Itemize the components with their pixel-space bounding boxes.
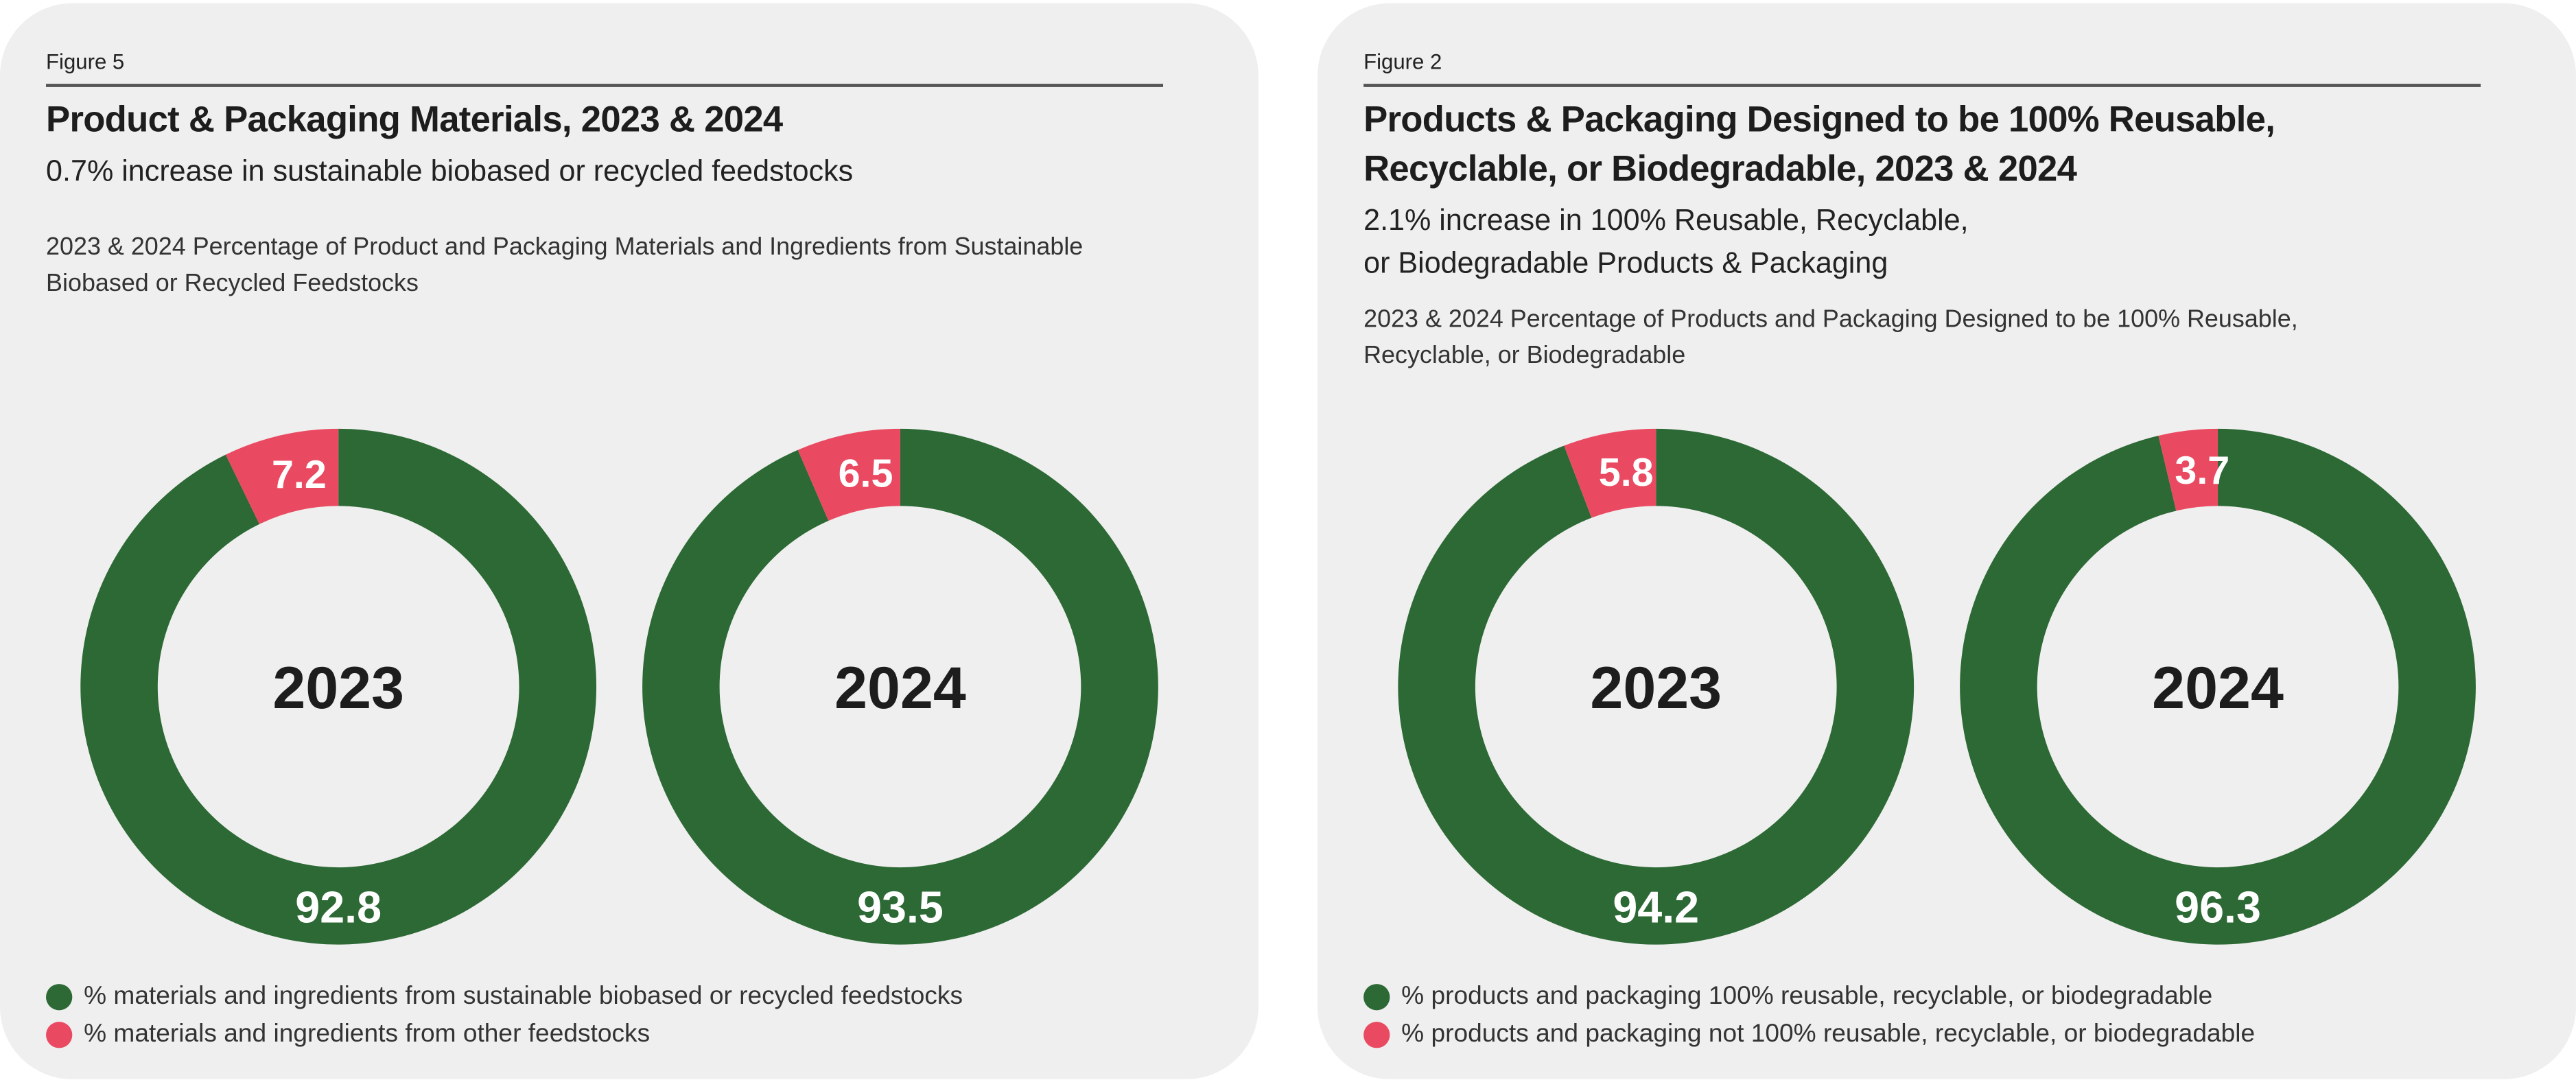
chart-title: Products & Packaging Designed to be 100%… <box>1363 98 2275 189</box>
divider <box>1363 84 2481 87</box>
red-dot-icon <box>1363 1020 1390 1048</box>
donut-2023: 2023 92.8 7.2 <box>80 428 597 945</box>
slice-green <box>1960 428 2476 945</box>
slice-red <box>225 428 339 524</box>
center-label: 2023 <box>1590 655 1722 721</box>
figure-2-card: Figure 2 Products & Packaging Designed t… <box>1318 3 2576 1079</box>
value-label-red: 7.2 <box>272 453 327 497</box>
value-label-red: 6.5 <box>839 451 893 495</box>
legend-label: % materials and ingredients from sustain… <box>84 982 963 1011</box>
slice-red <box>1564 428 1656 518</box>
center-label: 2024 <box>834 655 966 721</box>
chart-subtitle: 0.7% increase in sustainable biobased or… <box>46 154 854 187</box>
chart-subtitle-line-1: 2.1% increase in 100% Reusable, Recyclab… <box>1363 203 1969 237</box>
value-label-green: 96.3 <box>2175 882 2261 932</box>
donut-2024: 2024 93.5 6.5 <box>642 428 1158 945</box>
value-label-green: 93.5 <box>857 882 944 932</box>
value-label-green: 92.8 <box>295 882 382 932</box>
chart-title: Product & Packaging Materials, 2023 & 20… <box>46 98 783 140</box>
figure-label: Figure 2 <box>1363 49 1442 74</box>
donut-charts: 2023 94.2 5.8 2024 96.3 3.7 <box>1398 428 2476 945</box>
legend: % materials and ingredients from sustain… <box>46 977 963 1053</box>
legend-label: % products and packaging 100% reusable, … <box>1401 982 2213 1011</box>
legend-label: % materials and ingredients from other f… <box>84 1020 651 1048</box>
center-label: 2024 <box>2152 655 2284 721</box>
divider <box>46 84 1164 87</box>
red-dot-icon <box>46 1020 73 1048</box>
figure-label: Figure 5 <box>46 49 125 74</box>
center-label: 2023 <box>272 655 404 721</box>
green-dot-icon <box>46 983 73 1010</box>
slice-red <box>797 428 900 521</box>
slice-green <box>642 428 1158 945</box>
chart-subtitle-line-2: or Biodegradable Products & Packaging <box>1363 246 1888 279</box>
figure-5-card: Figure 5 Product & Packaging Materials, … <box>0 3 1258 1079</box>
value-label-green: 94.2 <box>1613 882 1699 932</box>
slice-green <box>1398 428 1915 945</box>
donut-charts: 2023 92.8 7.2 2024 93.5 6.5 <box>80 428 1158 945</box>
legend-item-red: % materials and ingredients from other f… <box>46 1016 963 1053</box>
value-label-red: 5.8 <box>1599 451 1654 495</box>
legend-item-green: % materials and ingredients from sustain… <box>46 977 963 1015</box>
donut-2024: 2024 96.3 3.7 <box>1960 428 2476 945</box>
legend-item-red: % products and packaging not 100% reusab… <box>1363 1016 2255 1053</box>
legend-item-green: % products and packaging 100% reusable, … <box>1363 977 2255 1015</box>
value-label-red: 3.7 <box>2175 449 2229 493</box>
chart-description: 2023 & 2024 Percentage of Product and Pa… <box>46 233 1084 298</box>
slice-green <box>80 428 597 945</box>
slice-red <box>2158 428 2218 511</box>
legend-label: % products and packaging not 100% reusab… <box>1401 1020 2256 1048</box>
green-dot-icon <box>1363 983 1390 1010</box>
legend: % products and packaging 100% reusable, … <box>1363 977 2255 1053</box>
chart-description: 2023 & 2024 Percentage of Products and P… <box>1363 305 2298 370</box>
donut-2023: 2023 94.2 5.8 <box>1398 428 1915 945</box>
